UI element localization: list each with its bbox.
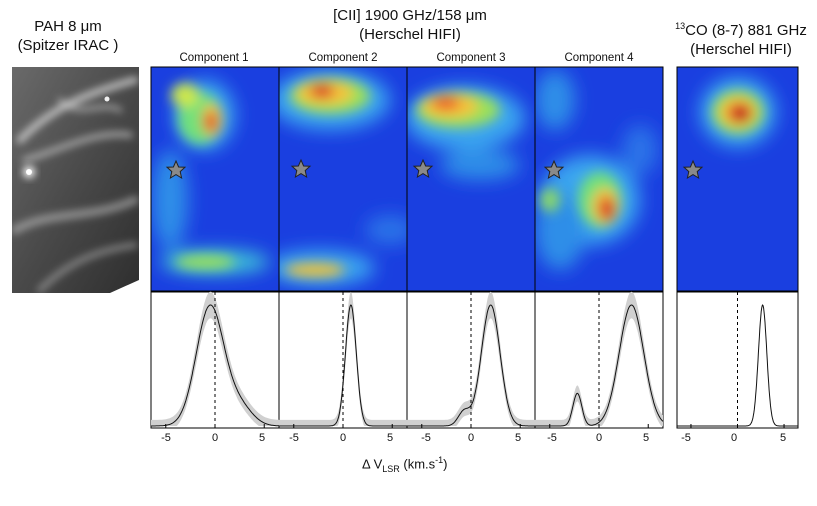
component-1-map [151, 67, 279, 291]
co-map [677, 67, 798, 291]
pah-image [12, 67, 139, 293]
tick-c4-plus5: 5 [642, 432, 650, 444]
component-2-map [279, 67, 407, 291]
tick-c3-zero: 0 [467, 432, 475, 444]
tick-c2-plus5: 5 [386, 432, 394, 444]
component-2-label: Component 2 [308, 52, 378, 64]
component-3-label: Component 3 [436, 52, 506, 64]
spectrum-line [407, 304, 535, 427]
star-icon [682, 159, 704, 180]
tick-co-minus5: -5 [681, 432, 691, 444]
tick-c2-zero: 0 [339, 432, 347, 444]
star-markers [165, 158, 704, 180]
x-axis-label: Δ VLSR (km.s-1) [362, 455, 448, 474]
star-icon [543, 159, 565, 180]
tick-c4-zero: 0 [595, 432, 603, 444]
spectra-panels [151, 291, 798, 428]
component-3-map [407, 67, 535, 291]
tick-c3-plus5: 5 [514, 432, 522, 444]
cii-instrument: (Herschel HIFI) [359, 26, 461, 43]
co-instrument: (Herschel HIFI) [690, 41, 792, 58]
pah-header: PAH 8 μm (Spitzer IRAC ) [0, 17, 136, 55]
co-title: CO (8-7) 881 GHz [685, 22, 807, 39]
component-1-label: Component 1 [179, 52, 249, 64]
spectrum-uncertainty-band [407, 291, 535, 426]
tick-c3-minus5: -5 [421, 432, 431, 444]
tick-c1-zero: 0 [211, 432, 219, 444]
tick-c1-minus5: -5 [161, 432, 171, 444]
pah-title: PAH 8 μm [34, 18, 102, 35]
tick-c1-plus5: 5 [258, 432, 266, 444]
spectrum-line [535, 304, 664, 427]
cii-title: [CII] 1900 GHz/158 μm [333, 7, 487, 24]
cii-header: [CII] 1900 GHz/158 μm (Herschel HIFI) [280, 6, 540, 44]
component-4-label: Component 4 [564, 52, 634, 64]
tick-c4-minus5: -5 [547, 432, 557, 444]
star-icon [412, 158, 434, 179]
star-icon [165, 159, 187, 180]
tick-c2-minus5: -5 [289, 432, 299, 444]
co-isotope: 13 [675, 21, 686, 31]
co-header: 13CO (8-7) 881 GHz (Herschel HIFI) [666, 17, 816, 59]
component-4-map [535, 67, 663, 291]
pah-instrument: (Spitzer IRAC ) [17, 37, 119, 54]
star-icon [290, 158, 312, 179]
tick-co-plus5: 5 [779, 432, 787, 444]
tick-co-zero: 0 [730, 432, 738, 444]
